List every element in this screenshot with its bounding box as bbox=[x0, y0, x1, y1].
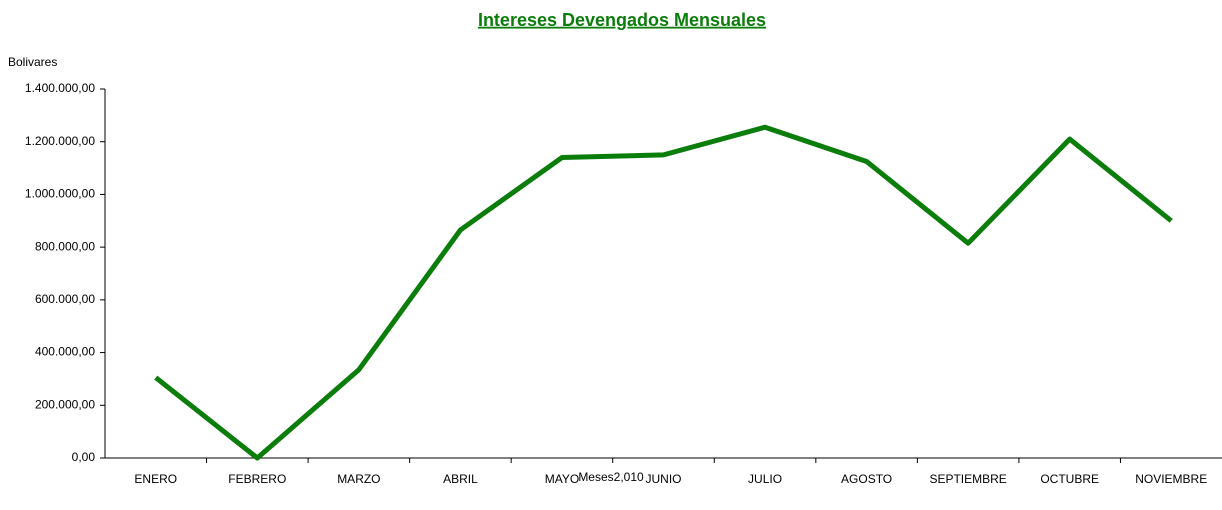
x-tick-label: FEBRERO bbox=[228, 472, 286, 486]
x-tick-label: MAYO bbox=[545, 472, 579, 486]
y-tick-label: 0,00 bbox=[72, 450, 96, 464]
y-axis-label: Bolivares bbox=[8, 55, 57, 69]
data-line bbox=[154, 124, 1173, 461]
x-tick-label: NOVIEMBRE bbox=[1135, 472, 1207, 486]
x-tick-label: JUNIO bbox=[646, 472, 682, 486]
x-tick-label: SEPTIEMBRE bbox=[929, 472, 1006, 486]
x-tick-label: ENERO bbox=[134, 472, 177, 486]
x-tick-label: ABRIL bbox=[443, 472, 478, 486]
y-tick-label: 200.000,00 bbox=[35, 397, 95, 411]
x-tick-label: AGOSTO bbox=[841, 472, 892, 486]
x-tick-label: OCTUBRE bbox=[1040, 472, 1099, 486]
y-tick-label: 400.000,00 bbox=[35, 345, 95, 359]
chart-title: Intereses Devengados Mensuales bbox=[478, 10, 766, 30]
x-tick-label: MARZO bbox=[337, 472, 380, 486]
y-tick-label: 1.400.000,00 bbox=[25, 81, 95, 95]
x-axis-label: Meses2,010 bbox=[578, 470, 644, 484]
x-tick-label: JULIO bbox=[748, 472, 782, 486]
y-tick-label: 1.000.000,00 bbox=[25, 187, 95, 201]
y-tick-label: 600.000,00 bbox=[35, 292, 95, 306]
y-tick-label: 1.200.000,00 bbox=[25, 134, 95, 148]
y-tick-label: 800.000,00 bbox=[35, 239, 95, 253]
